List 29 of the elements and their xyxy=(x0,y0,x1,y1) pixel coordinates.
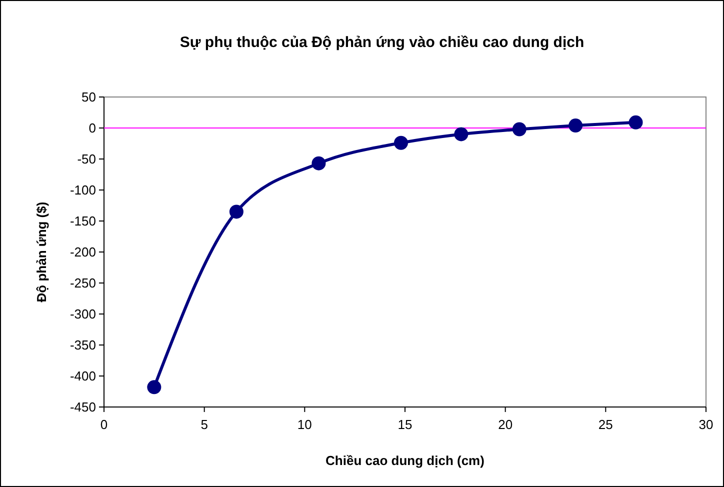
y-tick-label: 50 xyxy=(82,90,96,105)
point xyxy=(454,127,468,142)
x-axis-title: Chiều cao dung dịch (cm) xyxy=(326,453,484,468)
y-tick-label: -50 xyxy=(77,152,96,167)
y-tick-label: -100 xyxy=(70,182,96,198)
x-tick-label: 5 xyxy=(200,417,208,432)
y-tick-label: -300 xyxy=(70,306,96,322)
y-tick-label: -150 xyxy=(70,214,96,229)
point xyxy=(312,156,326,170)
point xyxy=(568,118,583,133)
x-tick-label: 25 xyxy=(598,417,613,432)
x-tick-label: 10 xyxy=(297,417,312,432)
y-tick-label: -200 xyxy=(70,244,96,260)
point xyxy=(147,380,162,394)
point xyxy=(229,204,244,219)
chart-title: Sự phụ thuộc của Độ phản ứng vào chiều cao dung dịch xyxy=(180,34,584,51)
x-tick-label: 30 xyxy=(698,417,714,432)
x-tick-label: 20 xyxy=(498,417,513,432)
y-tick-label: -450 xyxy=(70,400,96,415)
x-tick-label: 15 xyxy=(398,417,412,432)
y-tick-label: 0 xyxy=(88,120,96,136)
point xyxy=(394,136,408,150)
x-tick-label: 0 xyxy=(100,417,108,432)
y-tick-label: -250 xyxy=(70,276,96,291)
y-tick-label: -350 xyxy=(70,338,96,353)
point xyxy=(628,115,643,130)
y-tick-label: -400 xyxy=(70,368,96,384)
y-axis-title: Độ phản ứng ($) xyxy=(34,202,49,302)
point xyxy=(512,122,526,136)
